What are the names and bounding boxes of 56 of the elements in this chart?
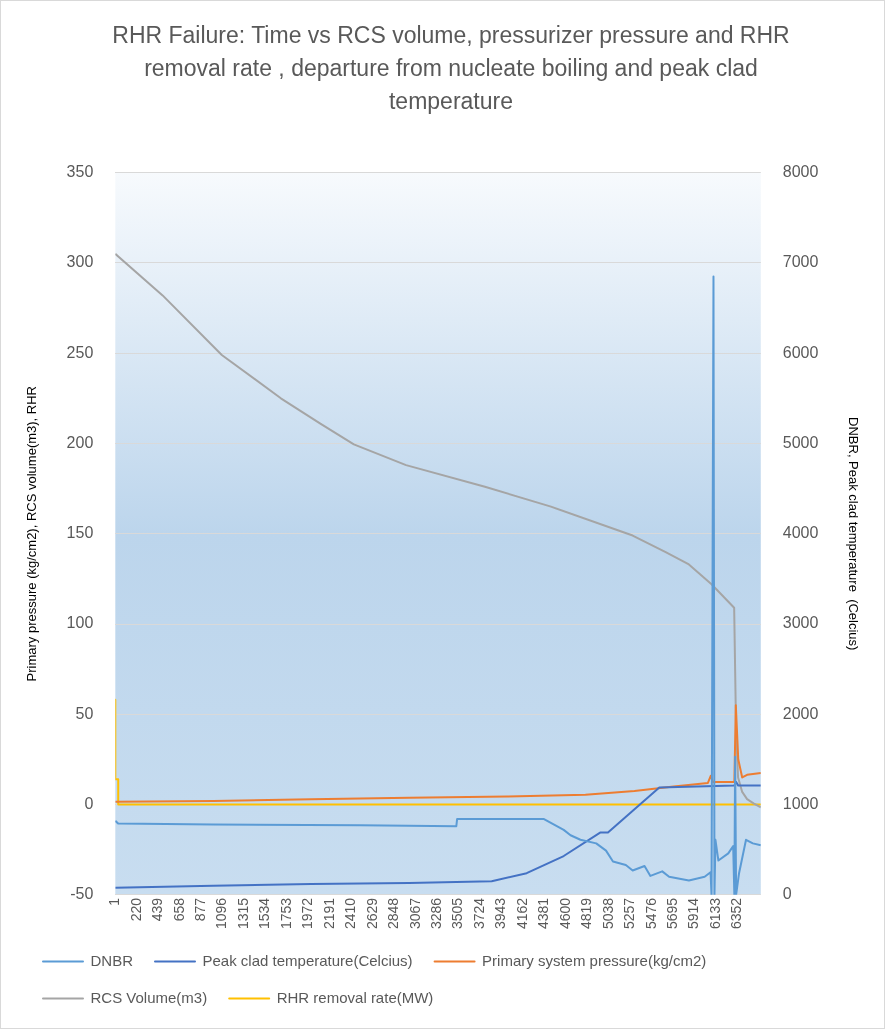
x-tick-label: 5914 [685,897,702,930]
x-tick-label: 3286 [427,897,444,930]
legend-label: RHR removal rate(MW) [276,988,434,1006]
x-tick-label: 877 [191,897,208,922]
y2-tick-label: 7000 [782,253,819,271]
y-tick-label: 50 [75,704,94,722]
y-tick-label: 0 [84,794,94,812]
y-tick-label: -50 [70,885,94,903]
x-tick-label: 1315 [234,897,251,930]
legend-label: Primary system pressure(kg/cm2) [482,951,707,969]
x-tick-label: 6133 [706,897,723,930]
y-tick-label: 250 [66,343,94,361]
x-tick-label: 220 [127,897,144,922]
x-tick-label: 3943 [492,897,509,930]
x-tick-label: 3724 [470,897,487,930]
x-tick-label: 2410 [342,897,359,930]
y2-tick-label: 5000 [782,433,819,451]
legend-label: Peak clad temperature(Celcius) [202,951,413,969]
x-tick-label: 4600 [556,897,573,930]
x-tick-label: 3505 [449,897,466,930]
x-tick-label: 2629 [363,897,380,930]
y2-tick-label: 8000 [782,163,819,181]
y-axis-title: Primary pressure (kg/cm2), RCS volume(m3), RHR [24,386,40,682]
y2-tick-label: 2000 [782,704,819,722]
y-tick-label: 150 [66,524,94,542]
y2-tick-label: 1000 [782,794,819,812]
y-tick-label: 200 [66,433,94,451]
x-tick-label: 1972 [299,897,316,930]
x-tick-label: 5476 [642,897,659,930]
x-tick-label: 658 [170,897,187,922]
x-tick-label: 5695 [663,897,680,930]
y-tick-label: 100 [66,614,94,632]
x-tick-label: 6352 [728,897,745,930]
x-tick-label: 5038 [599,897,616,930]
chart-title: RHR Failure: Time vs RCS volume, pressurizer pressure and RHR removal rate , departure from nucleate boiling and peak clad temperature [111,21,791,116]
legend-label: DNBR [90,951,134,969]
x-tick-label: 4819 [578,897,595,930]
x-tick-label: 2848 [385,897,402,930]
x-tick-label: 1 [106,897,123,906]
y2-tick-label: 4000 [782,524,819,542]
x-tick-label: 2191 [320,897,337,930]
x-tick-label: 4162 [513,897,530,930]
x-tick-label: 4381 [535,897,552,930]
x-tick-label: 439 [149,897,166,922]
legend-label: RCS Volume(m3) [90,988,208,1006]
y-tick-label: 350 [66,163,94,181]
y2-axis-title: DNBR, Peak clad temperature (Celcius) [845,417,861,651]
y2-tick-label: 0 [782,885,792,903]
y2-tick-label: 3000 [782,614,819,632]
y2-tick-label: 6000 [782,343,819,361]
x-tick-label: 3067 [406,897,423,930]
x-tick-label: 1096 [213,897,230,930]
x-tick-label: 1753 [277,897,294,930]
y-tick-label: 300 [66,253,94,271]
x-tick-label: 1534 [256,897,273,930]
x-tick-label: 5257 [621,897,638,930]
